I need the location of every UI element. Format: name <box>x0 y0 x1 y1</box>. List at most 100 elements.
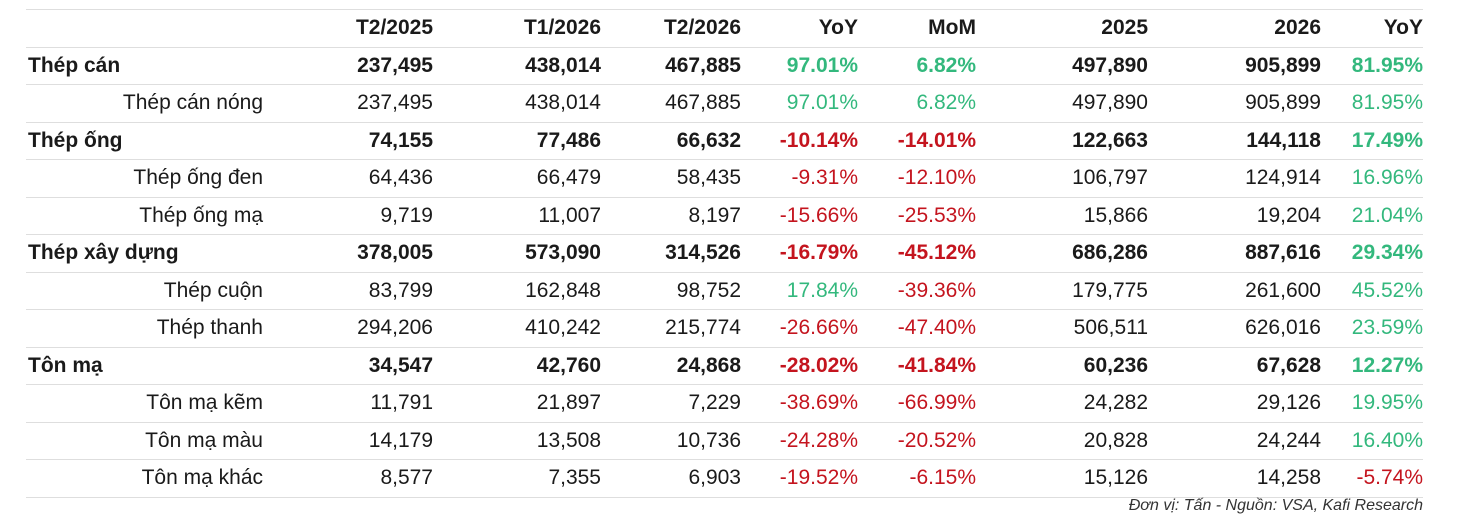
row-label: Tôn mạ màu <box>26 422 263 460</box>
column-header-ytd-2026: 2026 <box>1148 9 1321 48</box>
cell-feb-2026: 314,526 <box>601 234 741 273</box>
sub-row: Thép ống mạ 9,719 11,007 8,197 -15.66% -25.53… <box>26 197 1423 235</box>
cell-mom: -14.01% <box>858 122 976 160</box>
cell-yoy-month: -28.02% <box>741 347 858 385</box>
column-header-jan-2026: T1/2026 <box>433 9 601 48</box>
cell-jan-2026: 11,007 <box>433 197 601 235</box>
column-header-feb-2026: T2/2026 <box>601 9 741 48</box>
column-header-yoy-ytd: YoY <box>1321 9 1423 48</box>
cell-yoy-month: 97.01% <box>741 84 858 123</box>
cell-feb-2026: 467,885 <box>601 47 741 85</box>
cell-ytd-2026: 626,016 <box>1148 309 1321 348</box>
column-header-ytd-2025: 2025 <box>976 9 1148 48</box>
cell-yoy-ytd: 23.59% <box>1321 309 1423 348</box>
cell-feb-2026: 66,632 <box>601 122 741 160</box>
cell-mom: -66.99% <box>858 384 976 423</box>
group-row: Thép xây dựng 378,005 573,090 314,526 -16.79… <box>26 234 1423 273</box>
source-note: Đơn vị: Tấn - Nguồn: VSA, Kafi Research <box>1128 497 1423 514</box>
cell-jan-2026: 42,760 <box>433 347 601 385</box>
cell-yoy-ytd: 21.04% <box>1321 197 1423 235</box>
cell-ytd-2025: 497,890 <box>976 47 1148 85</box>
header-row: T2/2025 T1/2026 T2/2026 YoY MoM 2025 2026 YoY <box>26 9 1423 48</box>
cell-jan-2026: 438,014 <box>433 47 601 85</box>
cell-feb-2025: 83,799 <box>263 272 433 310</box>
sub-row: Thép cán nóng 237,495 438,014 467,885 97.01%… <box>26 84 1423 123</box>
table-body: Thép cán 237,495 438,014 467,885 97.01% 6.82%… <box>26 47 1423 498</box>
cell-yoy-ytd: 81.95% <box>1321 84 1423 123</box>
sub-row: Thép ống đen 64,436 66,479 58,435 -9.31% -12.… <box>26 159 1423 198</box>
cell-ytd-2026: 14,258 <box>1148 459 1321 498</box>
cell-yoy-month: -10.14% <box>741 122 858 160</box>
steel-consumption-table-container: T2/2025 T1/2026 T2/2026 YoY MoM 2025 2026 YoY T… <box>26 9 1423 498</box>
cell-ytd-2025: 122,663 <box>976 122 1148 160</box>
cell-mom: -39.36% <box>858 272 976 310</box>
cell-ytd-2025: 15,866 <box>976 197 1148 235</box>
cell-jan-2026: 438,014 <box>433 84 601 123</box>
cell-mom: -25.53% <box>858 197 976 235</box>
cell-yoy-month: 97.01% <box>741 47 858 85</box>
cell-ytd-2025: 506,511 <box>976 309 1148 348</box>
cell-ytd-2025: 686,286 <box>976 234 1148 273</box>
group-row: Thép ống 74,155 77,486 66,632 -10.14% -14.01%… <box>26 122 1423 160</box>
column-header-label <box>26 9 263 48</box>
cell-ytd-2026: 29,126 <box>1148 384 1321 423</box>
cell-feb-2025: 378,005 <box>263 234 433 273</box>
row-label: Thép cuộn <box>26 272 263 310</box>
cell-yoy-month: 17.84% <box>741 272 858 310</box>
cell-yoy-ytd: 12.27% <box>1321 347 1423 385</box>
sub-row: Tôn mạ kẽm 11,791 21,897 7,229 -38.69% -66.99… <box>26 384 1423 423</box>
row-label: Tôn mạ khác <box>26 459 263 498</box>
cell-ytd-2025: 497,890 <box>976 84 1148 123</box>
cell-ytd-2025: 20,828 <box>976 422 1148 460</box>
cell-mom: 6.82% <box>858 47 976 85</box>
cell-feb-2026: 98,752 <box>601 272 741 310</box>
cell-yoy-ytd: 16.40% <box>1321 422 1423 460</box>
cell-yoy-ytd: 16.96% <box>1321 159 1423 198</box>
cell-jan-2026: 7,355 <box>433 459 601 498</box>
cell-feb-2026: 24,868 <box>601 347 741 385</box>
cell-jan-2026: 573,090 <box>433 234 601 273</box>
cell-feb-2025: 237,495 <box>263 47 433 85</box>
row-label: Thép ống đen <box>26 159 263 198</box>
row-label: Thép ống mạ <box>26 197 263 235</box>
cell-feb-2026: 8,197 <box>601 197 741 235</box>
cell-jan-2026: 21,897 <box>433 384 601 423</box>
cell-ytd-2026: 887,616 <box>1148 234 1321 273</box>
cell-ytd-2025: 24,282 <box>976 384 1148 423</box>
cell-feb-2026: 58,435 <box>601 159 741 198</box>
cell-jan-2026: 162,848 <box>433 272 601 310</box>
cell-yoy-month: -24.28% <box>741 422 858 460</box>
cell-ytd-2025: 60,236 <box>976 347 1148 385</box>
group-row: Tôn mạ 34,547 42,760 24,868 -28.02% -41.84% 60… <box>26 347 1423 385</box>
cell-ytd-2026: 24,244 <box>1148 422 1321 460</box>
cell-ytd-2026: 261,600 <box>1148 272 1321 310</box>
cell-yoy-ytd: 19.95% <box>1321 384 1423 423</box>
cell-mom: -47.40% <box>858 309 976 348</box>
sub-row: Thép cuộn 83,799 162,848 98,752 17.84% -39.36… <box>26 272 1423 310</box>
cell-feb-2026: 467,885 <box>601 84 741 123</box>
cell-yoy-ytd: 81.95% <box>1321 47 1423 85</box>
cell-feb-2026: 6,903 <box>601 459 741 498</box>
row-label: Tôn mạ kẽm <box>26 384 263 423</box>
cell-ytd-2025: 106,797 <box>976 159 1148 198</box>
row-label: Thép cán <box>26 47 263 85</box>
cell-mom: 6.82% <box>858 84 976 123</box>
cell-mom: -45.12% <box>858 234 976 273</box>
cell-ytd-2026: 905,899 <box>1148 84 1321 123</box>
cell-yoy-ytd: 29.34% <box>1321 234 1423 273</box>
cell-yoy-month: -9.31% <box>741 159 858 198</box>
cell-feb-2025: 74,155 <box>263 122 433 160</box>
sub-row: Tôn mạ khác 8,577 7,355 6,903 -19.52% -6.15% 1… <box>26 459 1423 498</box>
cell-yoy-month: -38.69% <box>741 384 858 423</box>
cell-feb-2025: 14,179 <box>263 422 433 460</box>
sub-row: Tôn mạ màu 14,179 13,508 10,736 -24.28% -20.5… <box>26 422 1423 460</box>
row-label: Tôn mạ <box>26 347 263 385</box>
cell-yoy-month: -16.79% <box>741 234 858 273</box>
cell-jan-2026: 77,486 <box>433 122 601 160</box>
cell-feb-2025: 11,791 <box>263 384 433 423</box>
column-header-yoy-month: YoY <box>741 9 858 48</box>
cell-mom: -6.15% <box>858 459 976 498</box>
cell-jan-2026: 13,508 <box>433 422 601 460</box>
cell-yoy-ytd: 17.49% <box>1321 122 1423 160</box>
cell-feb-2026: 7,229 <box>601 384 741 423</box>
